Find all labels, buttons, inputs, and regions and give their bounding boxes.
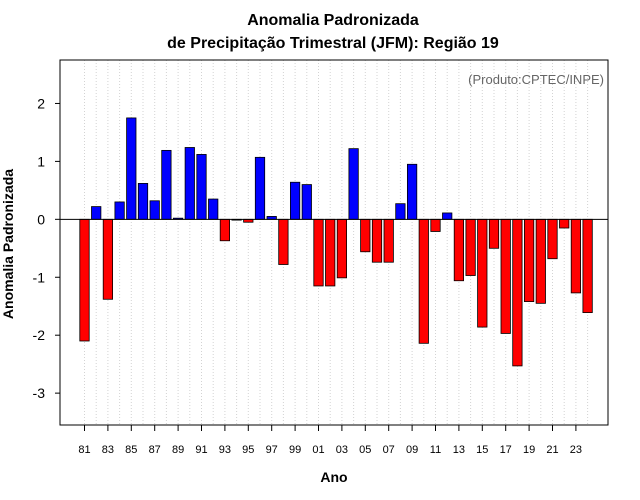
x-tick-label: 03	[336, 444, 348, 456]
bar-22	[559, 218, 570, 229]
bar-06	[371, 218, 383, 263]
bar-09	[406, 163, 418, 220]
y-tick-label: 2	[37, 95, 45, 111]
bar-84	[114, 201, 125, 220]
bar-98	[278, 218, 289, 265]
bar-15	[477, 218, 488, 328]
y-tick-label: -3	[33, 385, 46, 401]
bar-96	[254, 156, 266, 220]
y-axis-title: Anomalia Padronizada	[0, 169, 16, 319]
y-tick-label: 0	[37, 211, 45, 227]
x-tick-label: 13	[453, 444, 465, 456]
y-tick-label: -1	[33, 269, 46, 285]
bar-14	[465, 218, 476, 276]
x-tick-label: 85	[125, 444, 137, 456]
x-tick-label: 89	[172, 444, 184, 456]
bar-17	[500, 218, 511, 334]
bar-12	[442, 212, 453, 220]
x-tick-label: 93	[219, 444, 231, 456]
x-tick-label: 81	[78, 444, 90, 456]
bar-85	[126, 117, 137, 220]
bar-18	[512, 218, 523, 367]
bar-92	[208, 198, 219, 220]
chart-title-line1: Anomalia Padronizada	[247, 12, 419, 29]
x-tick-label: 07	[383, 444, 395, 456]
x-tick-label: 15	[476, 444, 488, 456]
bar-04	[348, 148, 359, 220]
x-axis: 81 83 85 87 89 91 93 95 97 99 01 03 05 07 09 11 13 15 17 19…	[78, 425, 582, 456]
bar-10	[418, 218, 429, 344]
x-tick-label: 17	[500, 444, 512, 456]
bar-21	[547, 218, 558, 260]
bar-82	[91, 206, 102, 220]
x-tick-label: 91	[195, 444, 207, 456]
x-tick-label: 99	[289, 444, 301, 456]
x-tick-label: 19	[523, 444, 535, 456]
bar-91	[196, 154, 207, 220]
plot-frame	[59, 59, 609, 426]
credit-text: (Produto:CPTEC/INPE)	[468, 72, 604, 87]
bar-87	[149, 200, 160, 220]
bar-88	[161, 149, 172, 220]
y-tick-label: 1	[37, 153, 45, 169]
bar-13	[453, 218, 465, 282]
bar-08	[395, 203, 406, 220]
bar-83	[102, 218, 113, 300]
bar-16	[488, 218, 500, 249]
bar-81	[79, 218, 90, 342]
bar-19	[524, 218, 535, 302]
bar-24	[582, 218, 593, 314]
y-axis: -3 -2 -1 0 1 2	[33, 95, 60, 401]
bar-90	[184, 147, 195, 220]
bar-86	[137, 183, 149, 220]
bar-99	[289, 181, 301, 220]
x-tick-label: 11	[430, 444, 441, 456]
x-tick-label: 83	[102, 444, 114, 456]
x-tick-label: 87	[149, 444, 161, 456]
bar-01	[313, 218, 324, 287]
bars	[79, 117, 593, 367]
bar-93	[219, 218, 230, 242]
bar-23	[570, 218, 582, 294]
bar-11	[430, 218, 441, 232]
x-tick-label: 97	[266, 444, 278, 456]
grid	[84, 60, 589, 425]
x-tick-label: 09	[406, 444, 418, 456]
x-tick-label: 95	[242, 444, 254, 456]
bar-20	[535, 218, 546, 304]
bar-07	[383, 218, 394, 263]
x-tick-label: 23	[570, 444, 582, 456]
y-tick-label: -2	[33, 327, 46, 343]
bar-02	[325, 218, 336, 287]
x-tick-label: 01	[312, 444, 324, 456]
bar-05	[360, 218, 371, 253]
x-tick-label: 21	[546, 444, 558, 456]
x-tick-label: 05	[359, 444, 371, 456]
x-axis-title: Ano	[320, 469, 347, 485]
bar-00	[301, 184, 312, 220]
chart-title-line2: de Precipitação Trimestral (JFM): Região…	[167, 35, 499, 52]
bar-03	[336, 218, 348, 279]
